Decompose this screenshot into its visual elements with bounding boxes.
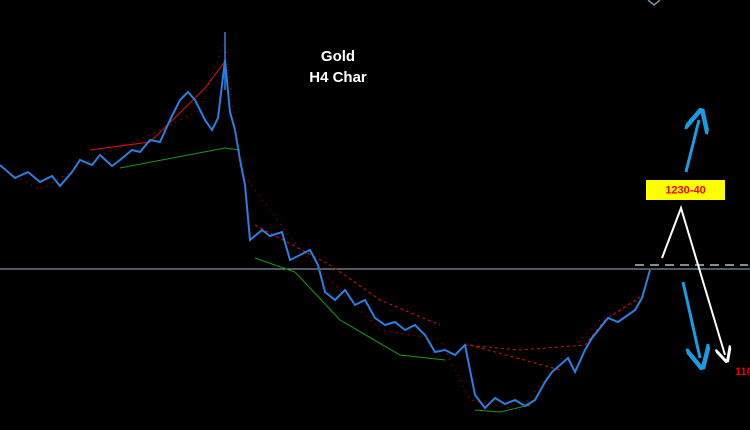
- level-label: 1230-40: [665, 184, 705, 196]
- support-line: [119, 147, 241, 169]
- price-series: [0, 59, 651, 410]
- target-label: 110: [735, 366, 750, 378]
- price-series-down: [4, 39, 641, 411]
- resistance-line: [89, 59, 227, 151]
- up-arrow: [686, 120, 699, 173]
- resistance-line: [254, 224, 441, 326]
- chart-subtitle: H4 Char: [309, 69, 367, 86]
- down-arrow: [681, 281, 700, 358]
- projection-arrow: [661, 204, 725, 355]
- support-line: [254, 257, 446, 361]
- scroll-marker: [647, 0, 661, 6]
- support-line: [474, 404, 531, 413]
- level-box: [646, 180, 725, 200]
- resistance-line: [464, 296, 641, 351]
- chart-title: Gold: [321, 48, 355, 65]
